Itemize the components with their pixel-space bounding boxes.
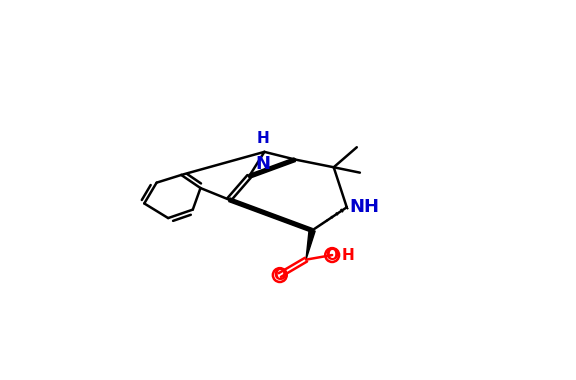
Text: O: O [273, 268, 286, 283]
Polygon shape [306, 230, 315, 260]
Text: NH: NH [350, 198, 380, 216]
Text: O: O [325, 247, 339, 263]
Text: H: H [342, 247, 354, 263]
Text: H: H [256, 131, 269, 146]
Text: N: N [255, 155, 270, 173]
